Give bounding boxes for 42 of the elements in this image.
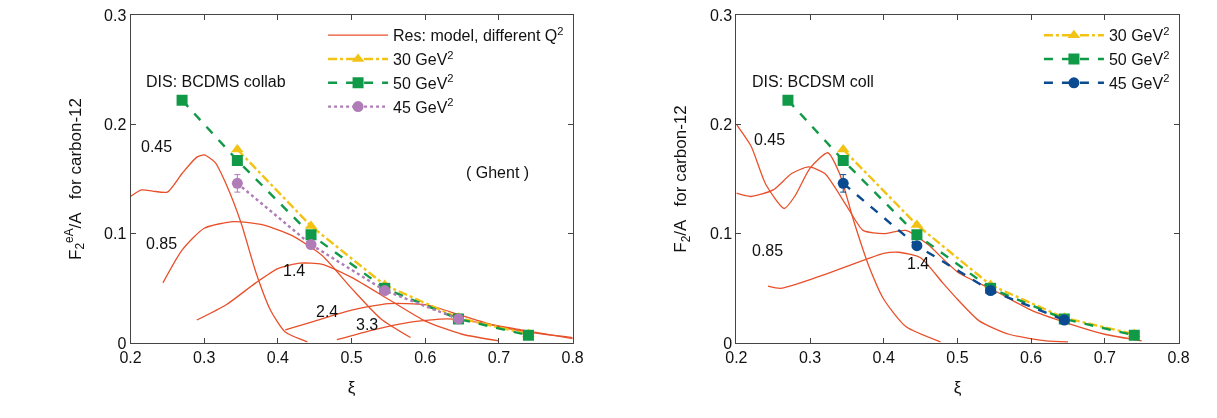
annotation: ( Ghent ) — [466, 164, 530, 181]
x-tick-label: 0.7 — [487, 349, 511, 367]
x-axis-title: ξ — [347, 377, 356, 397]
y-tick-label: 0 — [117, 334, 127, 352]
y-tick-label: 0.1 — [709, 225, 733, 243]
annotation: 1.4 — [283, 262, 306, 279]
y-tick-label: 0.3 — [104, 6, 127, 24]
annotation: 0.85 — [146, 235, 178, 252]
annotation: 0.45 — [141, 138, 173, 155]
x-tick-label: 0.2 — [119, 349, 142, 367]
legend-label: 30 GeV$^{2}$ — [1108, 24, 1170, 45]
x-tick-label: 0.4 — [872, 349, 895, 367]
annotation: 0.85 — [752, 242, 784, 259]
x-tick-label: 0.3 — [798, 349, 822, 367]
legend-label: 45 GeV$^{2}$ — [1108, 72, 1170, 93]
y-tick-label: 0.2 — [104, 115, 127, 133]
x-axis-title: ξ — [953, 377, 962, 397]
annotation: 3.3 — [356, 316, 379, 333]
x-tick-label: 0.7 — [1093, 349, 1117, 367]
x-tick-label: 0.5 — [946, 349, 969, 367]
x-tick-label: 0.2 — [725, 349, 748, 367]
annotation: 0.45 — [754, 131, 786, 148]
x-tick-label: 0.5 — [340, 349, 363, 367]
x-tick-label: 0.6 — [1020, 349, 1043, 367]
y-tick-label: 0 — [723, 334, 733, 352]
y-tick-label: 0.1 — [104, 225, 127, 243]
annotation: 2.4 — [316, 303, 339, 320]
legend-label: 50 GeV$^{2}$ — [393, 72, 454, 93]
x-tick-label: 0.6 — [414, 349, 437, 367]
legend-label: 50 GeV$^{2}$ — [1108, 48, 1170, 69]
y-tick-label: 0.3 — [709, 6, 733, 24]
y-tick-label: 0.2 — [709, 115, 733, 133]
annotation: DIS: BCDMS collab — [146, 73, 286, 90]
x-tick-label: 0.4 — [266, 349, 290, 367]
annotation: 1.4 — [907, 255, 930, 272]
x-tick-label: 0.8 — [1167, 349, 1190, 367]
annotation: DIS: BCDSM coll — [752, 73, 874, 90]
legend-label: 30 GeV$^{2}$ — [393, 48, 454, 69]
x-tick-label: 0.8 — [561, 349, 584, 367]
legend-label: 45 GeV$^{2}$ — [393, 96, 454, 116]
legend-label: Res: model, different Q$^{2}$ — [393, 24, 564, 45]
x-tick-label: 0.3 — [193, 349, 216, 367]
